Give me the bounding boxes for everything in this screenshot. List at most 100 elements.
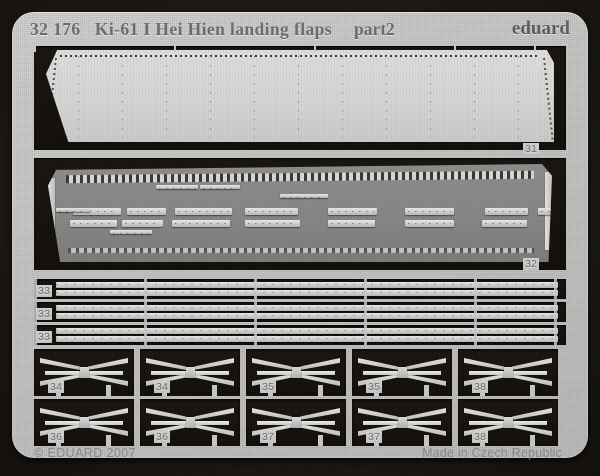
hinge-vane bbox=[405, 358, 447, 370]
rivet-line-bottom bbox=[68, 248, 534, 253]
sprue-bar bbox=[554, 325, 557, 345]
rivet-column bbox=[474, 56, 475, 138]
hinge-boss bbox=[398, 367, 408, 378]
rivet-edge-left bbox=[46, 57, 57, 142]
part-31-window bbox=[34, 46, 566, 150]
hinge-vane bbox=[463, 408, 505, 420]
sprue-bar bbox=[554, 279, 557, 299]
part-number-35: 35 bbox=[260, 381, 277, 393]
hinge-vane bbox=[39, 358, 81, 370]
rivet-column bbox=[298, 56, 299, 138]
hinge-cell bbox=[458, 399, 558, 446]
hinge-bracket bbox=[144, 358, 236, 386]
sprue-bar bbox=[474, 325, 477, 345]
rivet-column bbox=[518, 56, 519, 138]
sheet-footer: © EDUARD 2007 Made in Czech Republic bbox=[34, 444, 562, 462]
sprue-bar bbox=[474, 302, 477, 322]
hinge-vane bbox=[299, 408, 341, 420]
part-number-38: 38 bbox=[472, 431, 489, 443]
hinge-vane bbox=[511, 358, 553, 370]
sprue-bar bbox=[34, 302, 37, 322]
hinge-strip bbox=[328, 220, 376, 227]
hinge-strip bbox=[404, 220, 455, 227]
rivet-column bbox=[210, 56, 211, 138]
hinge-strip bbox=[404, 208, 455, 215]
part-number-33: 33 bbox=[36, 285, 53, 297]
part-number-37: 37 bbox=[366, 431, 383, 443]
rivet-line-top bbox=[65, 170, 535, 184]
part-number-31: 31 bbox=[523, 143, 540, 155]
rivet-column bbox=[166, 56, 167, 138]
attachment-tab bbox=[106, 435, 111, 446]
strip bbox=[56, 336, 558, 342]
strip bbox=[56, 328, 558, 334]
sprue-bar bbox=[34, 46, 36, 52]
attachment-tab bbox=[530, 385, 535, 396]
strip bbox=[56, 313, 558, 319]
part-number-32: 32 bbox=[523, 258, 540, 270]
hinge-boss bbox=[186, 417, 196, 428]
header-title: 32 176 Ki-61 I Hei Hien landing flaps bbox=[30, 19, 332, 40]
hinge-boss bbox=[292, 367, 302, 378]
part-number-36: 36 bbox=[48, 431, 65, 443]
hinge-vane bbox=[193, 408, 235, 420]
hinge-strip bbox=[70, 220, 118, 227]
rivet-column bbox=[122, 56, 123, 138]
hinge-strip bbox=[122, 220, 164, 227]
hinge-strip bbox=[482, 220, 527, 227]
attachment-tab bbox=[424, 435, 429, 446]
hinge-strip-small bbox=[56, 208, 90, 212]
hinge-vane bbox=[357, 408, 399, 420]
hinge-bracket bbox=[144, 408, 236, 436]
hinge-vane bbox=[405, 408, 447, 420]
sprue-bar bbox=[364, 279, 367, 299]
strip bbox=[56, 290, 558, 296]
brand-logo: eduard bbox=[511, 18, 570, 39]
hinge-cell bbox=[140, 399, 240, 446]
hinge-strip bbox=[175, 208, 233, 215]
part-number-38: 38 bbox=[472, 381, 489, 393]
part-number-35: 35 bbox=[366, 381, 383, 393]
attachment-tab bbox=[530, 435, 535, 446]
hinge-strip bbox=[485, 208, 529, 215]
rivet-column bbox=[254, 56, 255, 138]
sprue-bar bbox=[364, 325, 367, 345]
hinge-strip-small bbox=[280, 194, 328, 198]
hinge-cell bbox=[140, 349, 240, 396]
hinge-vane bbox=[463, 358, 505, 370]
hinge-boss bbox=[80, 367, 90, 378]
sprue-bar bbox=[254, 302, 257, 322]
hinge-bracket bbox=[38, 408, 130, 436]
hinge-strip bbox=[172, 220, 231, 227]
sprue-bar bbox=[144, 279, 147, 299]
hinge-vane bbox=[145, 358, 187, 370]
part-number-34: 34 bbox=[154, 381, 171, 393]
sprue-bar bbox=[254, 279, 257, 299]
hinge-vane bbox=[251, 358, 293, 370]
attachment-tab bbox=[212, 385, 217, 396]
rivet-column bbox=[430, 56, 431, 138]
strip bbox=[56, 305, 558, 311]
sprue-bar bbox=[144, 325, 147, 345]
strip bbox=[56, 282, 558, 288]
hinge-vane bbox=[193, 358, 235, 370]
part-number-36: 36 bbox=[154, 431, 171, 443]
hinge-vane bbox=[87, 358, 129, 370]
part-number-37: 37 bbox=[260, 431, 277, 443]
hinge-strip bbox=[245, 208, 299, 215]
hinge-boss bbox=[504, 367, 514, 378]
attachment-tab bbox=[318, 435, 323, 446]
origin-text: Made in Czech Republic bbox=[422, 446, 562, 460]
part-number-33: 33 bbox=[36, 308, 53, 320]
sprue-bar bbox=[314, 46, 316, 52]
sprue-bar bbox=[34, 325, 37, 345]
part-33-row-1 bbox=[34, 279, 566, 299]
hinge-boss bbox=[80, 417, 90, 428]
attachment-tab bbox=[212, 435, 217, 446]
part-33-row-3 bbox=[34, 325, 566, 345]
hinge-vane bbox=[39, 408, 81, 420]
sprue-bar bbox=[34, 279, 37, 299]
side-tab-left bbox=[48, 178, 55, 248]
rivet-column bbox=[342, 56, 343, 138]
hinge-vane bbox=[251, 408, 293, 420]
